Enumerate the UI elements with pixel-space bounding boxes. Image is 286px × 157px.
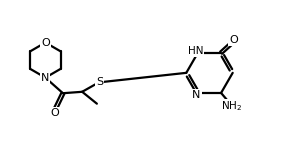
Text: O: O	[41, 38, 50, 48]
Text: N: N	[41, 73, 49, 83]
Text: O: O	[229, 35, 238, 45]
Text: O: O	[51, 108, 59, 118]
Text: N: N	[192, 90, 201, 100]
Text: NH$_2$: NH$_2$	[221, 100, 242, 113]
Text: S: S	[96, 77, 103, 87]
Text: HN: HN	[188, 46, 203, 56]
